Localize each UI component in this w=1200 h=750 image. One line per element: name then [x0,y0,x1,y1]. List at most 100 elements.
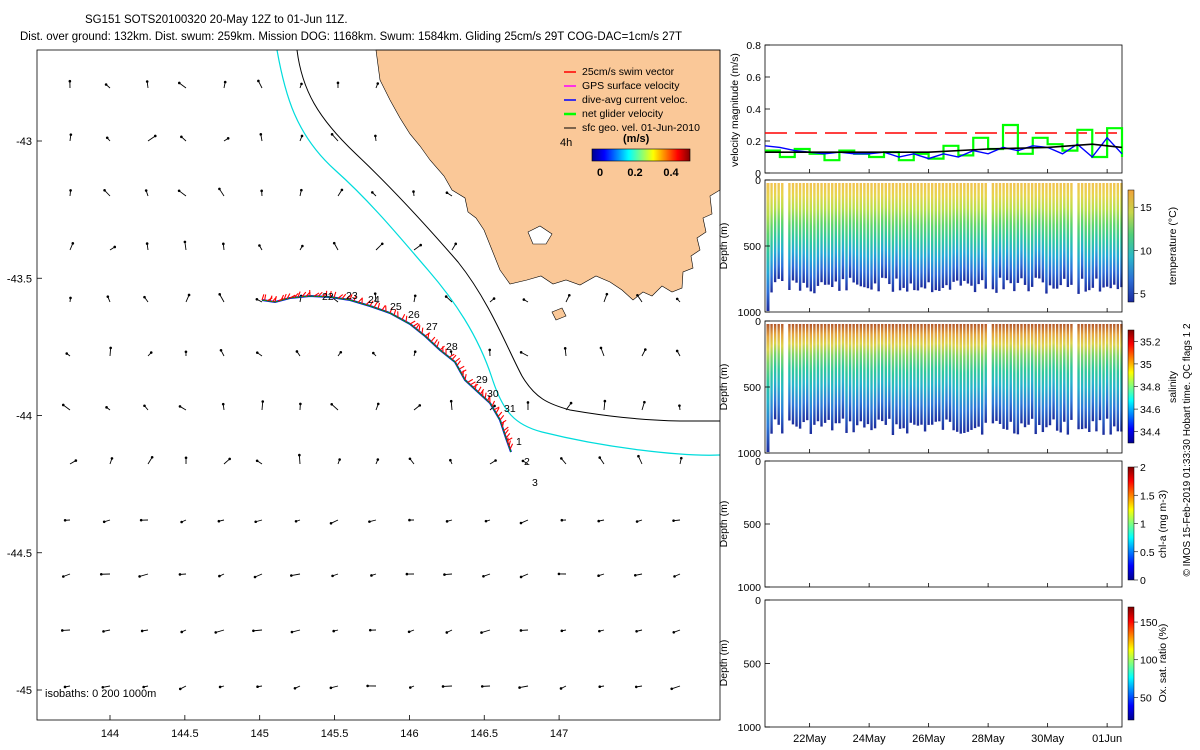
salinity-colorbar-ticks: 34.4 34.6 34.8 35 35.2 [1134,336,1161,439]
current-arrow-head [105,406,108,409]
dive-profile [1002,183,1005,290]
current-arrow-head [518,686,521,689]
swim-vector [317,291,323,297]
dive-profile [945,183,948,286]
dive-profile [955,183,959,281]
swim-vector [491,400,496,407]
swim-vector [261,294,265,301]
current-arrow-head [366,684,369,688]
dive-profile [970,324,973,430]
temperature-profiles [766,183,1123,311]
dive-profile [827,183,830,285]
dive-profile [863,183,866,288]
current-arrow-head [597,519,601,523]
dive-profile [820,324,823,427]
salinity-y-axis: 0 500 1000 [738,316,770,460]
swim-vector [415,323,420,330]
current-arrow-head [69,296,72,300]
chlorophyll-colorbar-ticks: 0 0.5 1 1.5 2 [1134,462,1155,587]
track-day-label: 29 [476,374,488,386]
current-arrow-head [261,400,265,403]
dive-profile [791,183,795,281]
current-arrow-head [449,399,453,403]
dive-profile [977,183,980,285]
current-arrow-head [178,687,182,691]
swim-vector [418,325,421,332]
map-y-tick-label: -43.5 [7,273,32,285]
colorbar-tick-label: 1.5 [1140,490,1155,502]
dive-profile [838,183,841,291]
colorbar-tick-1: 0.2 [627,167,642,179]
map-y-tick-label: -45 [16,685,32,697]
dive-profile [881,324,884,422]
current-arrow [331,134,339,142]
current-arrow-head [99,572,103,576]
current-arrow-head [484,519,488,523]
current-arrow-head [673,575,676,578]
depth-tick-label: 500 [743,659,761,671]
current-arrow [62,404,71,411]
current-arrow-head [218,685,222,689]
map-x-axis: 144 144.5 145 145.5 146 146.5 147 [101,715,568,740]
current-arrow-head [254,520,257,524]
swim-vector [421,327,424,334]
dive-profile [1020,324,1023,424]
velocity-y-tick-label: 0.8 [746,40,761,52]
current-arrow-head [408,686,412,689]
chlorophyll-ylabel: Depth (m) [718,501,730,548]
dive-profile [852,324,855,433]
dive-profile [802,324,805,423]
swim-vector [474,383,477,390]
map-x-tick-label: 146 [400,728,418,740]
current-arrow-head [405,572,409,576]
dive-profile [884,324,887,425]
swim-vector [503,426,509,432]
current-arrow [139,573,149,577]
dive-profile [966,183,970,284]
dive-profile [895,324,898,425]
swim-vector [264,294,267,301]
dive-profile [1066,183,1070,288]
oxygen-panel: Depth (m) 0 500 1000 50 100 150 Ox. sat. rat… [718,595,1169,734]
dive-profile [1052,324,1055,420]
swim-vector [436,341,440,348]
current-arrow-head [603,399,607,403]
dive-profile [909,183,912,284]
dive-profile [895,183,898,279]
dive-profile [1027,183,1030,292]
current-arrow [298,455,301,465]
dive-profile [902,183,905,288]
map-legend: 25cm/s swim vector GPS surface velocity … [560,66,700,179]
current-arrow-head [634,685,638,689]
current-arrow-head [370,574,373,577]
current-arrow-head [482,574,485,578]
current-arrow [291,629,301,633]
swim-vector [467,378,474,383]
current-arrow [603,294,608,303]
current-arrow-head [408,457,412,461]
dive-profile [845,183,848,291]
current-arrow-head [109,346,112,350]
current-arrow-head [177,189,181,193]
dive-profile [898,324,902,429]
current-arrow-head [178,573,182,576]
current-arrow-head [679,456,683,460]
swim-vector [495,407,500,414]
dive-profile [773,183,777,283]
colorbar-tick-label: 0.5 [1140,547,1155,559]
dive-profile [859,324,862,422]
current-arrow-head [290,574,293,577]
swim-vector [341,293,347,300]
current-arrow-head [187,293,191,297]
dive-profile [795,183,798,283]
dive-profile [809,324,813,434]
dive-profile [845,324,848,433]
current-arrow-head [184,350,188,354]
dive-profile [831,183,834,288]
track-day-label: 24 [368,294,380,306]
swim-vector [283,293,287,300]
swim-vector [325,290,328,297]
current-arrow-head [443,573,446,576]
swim-vector [499,414,505,421]
